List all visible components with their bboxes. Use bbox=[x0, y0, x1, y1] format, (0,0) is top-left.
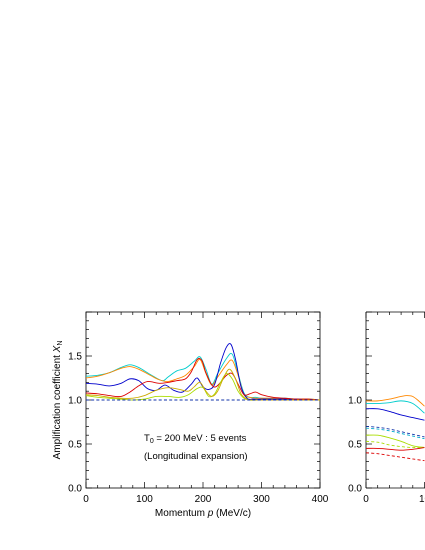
left-xtick-label: 300 bbox=[253, 494, 270, 505]
right-series-line-1 bbox=[366, 400, 425, 414]
right-series-line-6 bbox=[366, 440, 425, 449]
left-series-line-5 bbox=[86, 368, 320, 401]
left-xtick-label: 400 bbox=[312, 494, 329, 505]
left-series-group bbox=[86, 343, 320, 401]
left-ytick-label: 0.0 bbox=[68, 484, 82, 495]
right-series-line-3 bbox=[366, 425, 425, 438]
right-series-line-4 bbox=[366, 427, 425, 440]
right-ytick-label: 1.0 bbox=[348, 396, 362, 407]
left-tick-marks bbox=[85, 311, 321, 489]
left-xtick-label: 100 bbox=[136, 494, 153, 505]
right-chart: 0 10 0.0 0.5 1.0 bbox=[348, 311, 425, 506]
right-series-line-8 bbox=[366, 452, 425, 462]
right-ytick-label: 0.0 bbox=[348, 484, 362, 495]
right-series-line-7 bbox=[366, 447, 425, 451]
right-ytick-label: 0.5 bbox=[348, 440, 362, 451]
left-tick-labels: 0 100 200 300 400 0.0 0.5 1.0 1.5 bbox=[68, 352, 329, 506]
left-series-line-0 bbox=[86, 352, 320, 401]
y-axis-title: Amplification coefficient XN bbox=[52, 341, 64, 460]
left-xtick-label: 0 bbox=[83, 494, 89, 505]
right-xtick-label: 0 bbox=[363, 494, 369, 505]
left-series-line-2 bbox=[86, 343, 320, 401]
left-xtick-label: 200 bbox=[195, 494, 212, 505]
left-ytick-label: 1.5 bbox=[68, 352, 82, 363]
right-series-line-0 bbox=[366, 395, 425, 407]
left-series-line-3 bbox=[86, 357, 320, 401]
left-chart: 0 100 200 300 400 0.0 0.5 1.0 1.5 Momentum p (Me… bbox=[52, 311, 329, 519]
annotation-temperature: T0 = 200 MeV : 5 events bbox=[144, 433, 247, 445]
annotation-expansion: (Longitudinal expansion) bbox=[144, 451, 248, 462]
right-xtick-label: 10 bbox=[419, 494, 425, 505]
right-series-group bbox=[366, 395, 425, 462]
right-tick-marks bbox=[365, 311, 425, 489]
right-series-line-2 bbox=[366, 408, 425, 421]
left-series-line-1 bbox=[86, 358, 320, 401]
x-axis-title: Momentum p (MeV/c) bbox=[155, 508, 251, 519]
right-series-line-5 bbox=[366, 434, 425, 448]
right-tick-labels: 0 10 0.0 0.5 1.0 bbox=[348, 396, 425, 506]
left-ytick-label: 0.5 bbox=[68, 440, 82, 451]
left-ytick-label: 1.0 bbox=[68, 396, 82, 407]
